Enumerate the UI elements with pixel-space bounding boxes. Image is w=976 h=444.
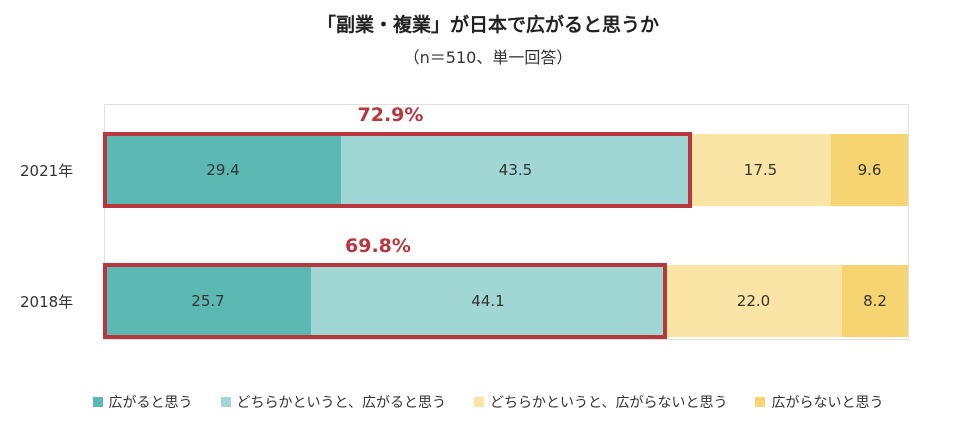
bar-row: 29.4 43.5 17.5 9.6: [105, 134, 908, 206]
bar-segment: 25.7: [105, 265, 311, 337]
category-label: 2021年: [20, 162, 74, 180]
legend: 広がると思う どちらかというと、広がると思う どちらかというと、広がらないと思う 広が…: [0, 392, 976, 412]
bar-segment: 8.2: [842, 265, 908, 337]
bar-segment: 43.5: [341, 134, 690, 206]
legend-swatch: [220, 397, 231, 407]
legend-label: 広がらないと思う: [771, 395, 884, 411]
legend-swatch: [92, 397, 103, 407]
legend-label: 広がると思う: [108, 395, 193, 411]
legend-swatch: [474, 397, 484, 407]
bar-segment: 9.6: [831, 134, 908, 206]
legend-item: 広がると思う: [92, 392, 193, 412]
legend-label: どちらかというと、広がると思う: [236, 395, 446, 411]
legend-item: どちらかというと、広がると思う: [220, 392, 446, 412]
data-label: 8.2: [863, 292, 887, 310]
category-label: 2018年: [20, 293, 74, 311]
data-label: 9.6: [857, 161, 882, 179]
bar-segment: 44.1: [311, 265, 665, 337]
chart-subtitle: （n＝510、単一回答）: [403, 48, 573, 67]
legend-item: 広がらないと思う: [755, 392, 883, 412]
bar-row: 25.7 44.1 22.0 8.2: [105, 265, 908, 337]
annotation-label: 72.9%: [357, 104, 424, 126]
data-label: 44.1: [471, 292, 505, 310]
data-label: 25.7: [191, 292, 225, 310]
legend-item: どちらかというと、広がらないと思う: [474, 392, 727, 412]
data-label: 22.0: [736, 292, 771, 310]
legend-swatch: [755, 397, 766, 407]
data-label: 43.5: [498, 161, 533, 179]
bar-segment: 22.0: [665, 265, 842, 337]
data-label: 17.5: [743, 161, 778, 179]
data-label: 29.4: [206, 161, 240, 179]
annotation-label: 69.8%: [345, 235, 411, 257]
bar-segment: 17.5: [690, 134, 831, 206]
legend-label: どちらかというと、広がらないと思う: [490, 395, 728, 411]
chart-title: 「副業・複業」が日本で広がると思うか: [316, 14, 659, 36]
bar-segment: 29.4: [105, 134, 341, 206]
